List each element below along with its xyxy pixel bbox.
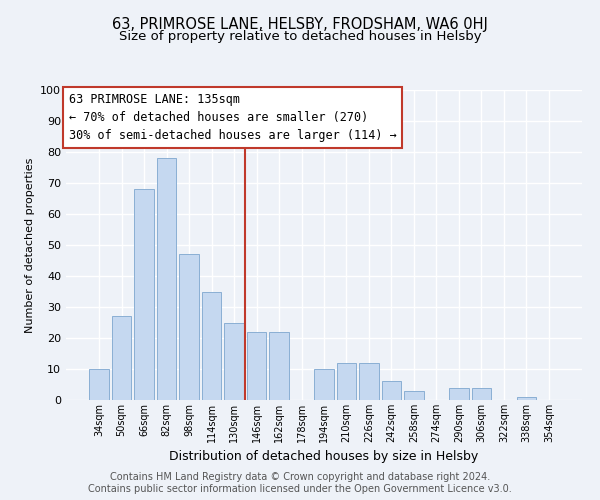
Text: Size of property relative to detached houses in Helsby: Size of property relative to detached ho… [119, 30, 481, 43]
Bar [224, 322, 244, 400]
Bar [314, 369, 334, 400]
Bar [179, 254, 199, 400]
Bar [269, 332, 289, 400]
Bar [89, 369, 109, 400]
Bar [449, 388, 469, 400]
Bar [359, 363, 379, 400]
Bar [134, 189, 154, 400]
Bar [382, 382, 401, 400]
Text: Contains public sector information licensed under the Open Government Licence v3: Contains public sector information licen… [88, 484, 512, 494]
Bar [247, 332, 266, 400]
Bar [112, 316, 131, 400]
Text: 63 PRIMROSE LANE: 135sqm
← 70% of detached houses are smaller (270)
30% of semi-: 63 PRIMROSE LANE: 135sqm ← 70% of detach… [68, 93, 397, 142]
Bar [404, 390, 424, 400]
Y-axis label: Number of detached properties: Number of detached properties [25, 158, 35, 332]
X-axis label: Distribution of detached houses by size in Helsby: Distribution of detached houses by size … [169, 450, 479, 464]
Text: Contains HM Land Registry data © Crown copyright and database right 2024.: Contains HM Land Registry data © Crown c… [110, 472, 490, 482]
Bar [202, 292, 221, 400]
Bar [472, 388, 491, 400]
Bar [157, 158, 176, 400]
Bar [337, 363, 356, 400]
Bar [517, 397, 536, 400]
Text: 63, PRIMROSE LANE, HELSBY, FRODSHAM, WA6 0HJ: 63, PRIMROSE LANE, HELSBY, FRODSHAM, WA6… [112, 18, 488, 32]
